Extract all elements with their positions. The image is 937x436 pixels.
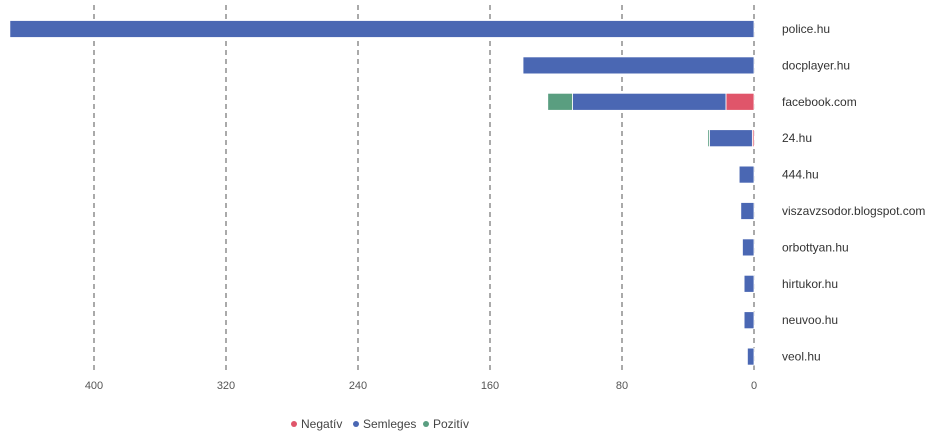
bar-hirtukor-hu-1[interactable] xyxy=(743,274,755,293)
legend-label-1[interactable]: Semleges xyxy=(363,417,416,431)
category-label: viszavzsodor.blogspot.com xyxy=(782,204,925,218)
bar-24-hu-2[interactable] xyxy=(707,129,710,148)
category-label: orbottyan.hu xyxy=(782,240,849,254)
category-label: neuvoo.hu xyxy=(782,313,838,327)
category-label: facebook.com xyxy=(782,95,857,109)
bar-veol-hu-1[interactable] xyxy=(747,347,755,366)
category-label: hirtukor.hu xyxy=(782,277,838,291)
category-label: docplayer.hu xyxy=(782,58,850,72)
legend-marker-2[interactable] xyxy=(423,421,429,427)
legend-label-2[interactable]: Pozitív xyxy=(433,417,469,431)
x-axis-ticks: 400 320 240 160 80 0 xyxy=(85,380,757,392)
legend[interactable]: Negatív Semleges Pozitív xyxy=(291,417,469,431)
legend-marker-0[interactable] xyxy=(291,421,297,427)
bar-police-hu-1[interactable] xyxy=(9,20,755,38)
bar-facebook-com-0[interactable] xyxy=(725,92,755,111)
x-tick-label: 80 xyxy=(616,380,628,392)
category-label: 24.hu xyxy=(782,131,812,145)
bar-facebook-com-2[interactable] xyxy=(547,92,573,111)
category-label: 444.hu xyxy=(782,168,819,182)
bar-viszavzsodor-blogspot-com-1[interactable] xyxy=(740,202,755,220)
bar-facebook-com-1[interactable] xyxy=(572,92,727,111)
bar-orbottyan-hu-1[interactable] xyxy=(742,238,755,257)
category-label: police.hu xyxy=(782,22,830,36)
grid-lines xyxy=(93,5,755,372)
legend-marker-1[interactable] xyxy=(353,421,359,427)
bar-neuvoo-hu-1[interactable] xyxy=(743,311,755,330)
legend-label-0[interactable]: Negatív xyxy=(301,417,342,431)
x-tick-label: 0 xyxy=(751,380,757,392)
category-label: veol.hu xyxy=(782,350,821,364)
x-tick-label: 240 xyxy=(349,380,367,392)
x-tick-label: 160 xyxy=(481,380,499,392)
bar-docplayer-hu-1[interactable] xyxy=(522,56,755,75)
category-labels: police.hu docplayer.hu facebook.com 24.hu 44… xyxy=(782,22,925,364)
x-tick-label: 400 xyxy=(85,380,103,392)
bar-444-hu-1[interactable] xyxy=(738,165,755,184)
bar-24-hu-1[interactable] xyxy=(709,129,753,148)
x-tick-label: 320 xyxy=(217,380,235,392)
bars-layer xyxy=(9,20,755,366)
